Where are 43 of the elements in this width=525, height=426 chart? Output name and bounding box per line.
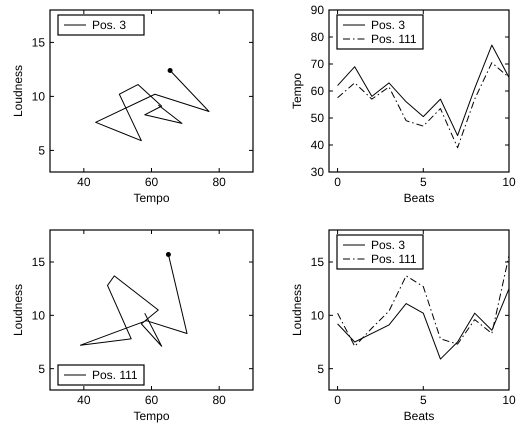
y-tick-label: 50 [310,111,324,126]
y-tick-label: 10 [32,90,46,104]
x-tick-label: 0 [334,393,342,407]
x-axis-title: Beats [404,191,434,205]
y-tick-label: 10 [32,308,46,323]
line-series [95,70,210,142]
x-axis-title: Tempo [133,191,170,205]
y-axis-title: Tempo [290,72,304,110]
x-axis-title: Beats [404,409,434,423]
y-axis-title: Loudness [290,284,304,336]
y-tick-label: 5 [38,362,46,376]
x-axis-title: Tempo [133,409,170,423]
y-tick-label: 70 [310,57,324,72]
x-tick-label: 40 [77,175,91,189]
y-tick-label: 60 [310,84,324,98]
y-axis-title: Loudness [11,64,25,118]
y-tick-label: 10 [310,308,324,323]
x-tick-label: 60 [144,175,158,189]
y-tick-label: 15 [310,255,324,270]
x-tick-label: 0 [334,175,342,189]
y-tick-label: 15 [32,255,46,270]
y-tick-label: 90 [310,3,324,18]
y-tick-label: 15 [32,36,46,50]
legend-label: Pos. 3 [371,18,406,32]
x-tick-label: 80 [212,175,226,189]
legend-label: Pos. 3 [371,238,406,252]
x-tick-label: 5 [420,393,427,407]
x-tick-label: 10 [502,393,516,407]
y-tick-label: 30 [310,165,324,180]
y-axis-title: Loudness [11,284,25,336]
legend-label: Pos. 3 [92,18,126,32]
y-tick-label: 5 [38,144,46,158]
legend-label: Pos. 111 [371,252,417,266]
legend-label: Pos. 111 [371,32,417,46]
x-tick-label: 10 [502,175,516,189]
x-tick-label: 60 [144,393,158,407]
x-tick-label: 5 [420,175,427,189]
legend-label: Pos. 111 [92,368,138,382]
y-tick-label: 80 [310,30,324,44]
y-tick-label: 5 [317,362,324,376]
y-tick-label: 40 [310,138,324,152]
x-tick-label: 80 [212,393,226,407]
x-tick-label: 40 [77,393,91,407]
